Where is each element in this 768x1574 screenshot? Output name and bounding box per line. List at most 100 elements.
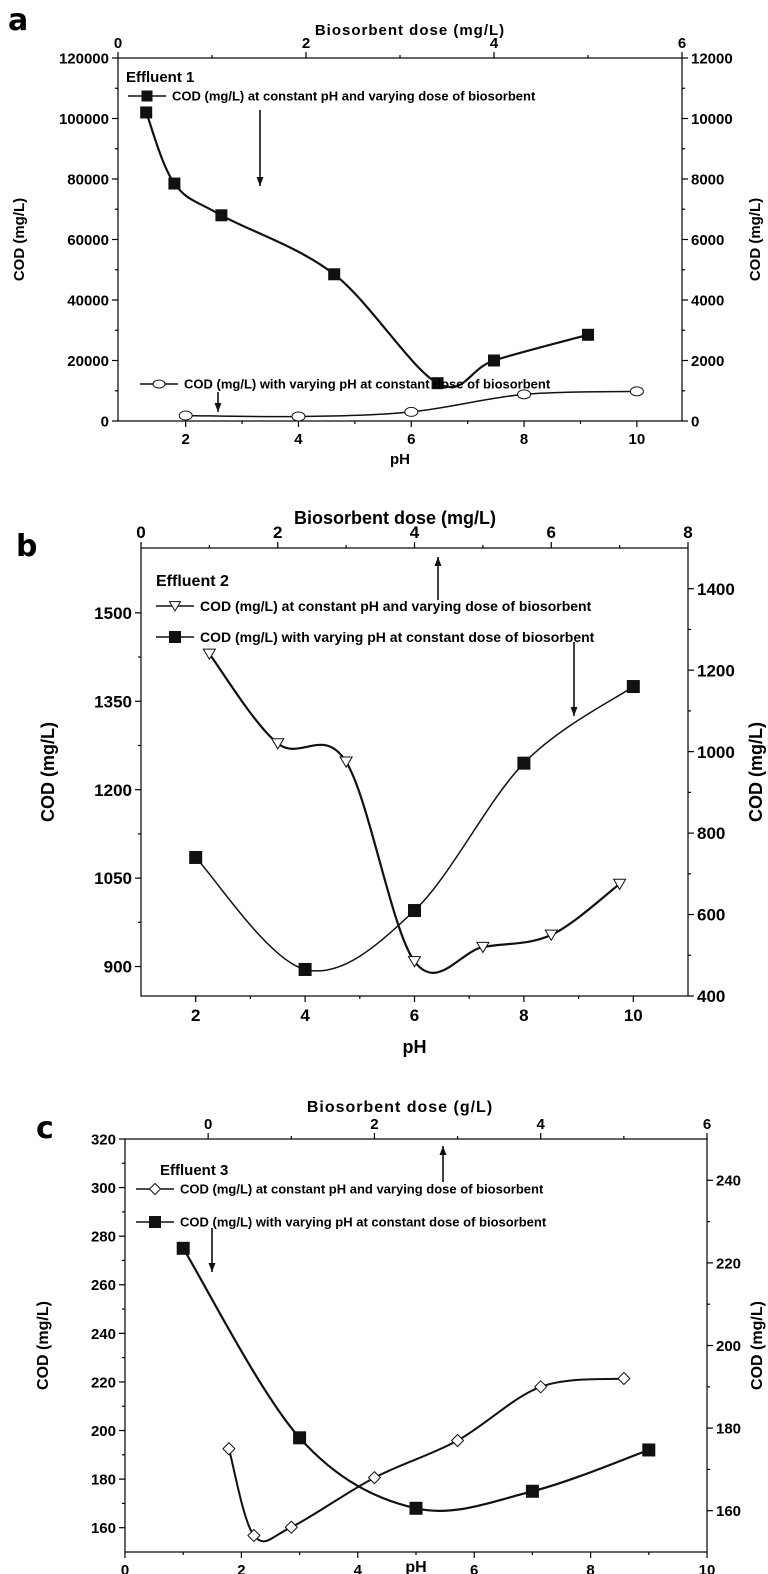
series-2-line — [195, 685, 634, 972]
legend-label: COD (mg/L) at constant pH and varying do… — [200, 598, 592, 614]
effluent-annotation: Effluent 3 — [160, 1162, 228, 1179]
bottom-axis-tick-label: 2 — [237, 1562, 245, 1574]
left-axis-tick-label: 40000 — [67, 292, 109, 309]
right-axis-tick-label: 4000 — [691, 292, 724, 309]
right-axis-tick-label: 0 — [691, 413, 699, 430]
plot-frame — [124, 1138, 708, 1553]
series-1-line — [227, 1377, 624, 1543]
left-axis-tick-label: 900 — [104, 958, 132, 977]
series-1-point — [367, 1470, 382, 1485]
series-1-point — [215, 209, 228, 222]
series-2-point — [517, 389, 532, 400]
bottom-axis-tick-label: 6 — [407, 431, 415, 448]
legend-label: COD (mg/L) at constant pH and varying do… — [172, 89, 536, 104]
series-1-point — [488, 354, 500, 367]
left-axis-tick-label: 160 — [91, 1520, 116, 1537]
left-axis-tick-label: 80000 — [67, 171, 109, 188]
bottom-axis-tick-label: 10 — [629, 431, 646, 448]
bottom-axis-tick-label: 2 — [182, 431, 190, 448]
bottom-axis-tick-label: 8 — [586, 1562, 594, 1574]
bottom-axis-tick-label: 6 — [470, 1562, 478, 1574]
series-2-point — [291, 411, 306, 422]
series-2-point — [293, 1431, 307, 1445]
legend-marker — [148, 1182, 162, 1196]
legend-label: COD (mg/L) with varying pH at constant d… — [184, 377, 551, 392]
right-axis-label: COD (mg/L) — [749, 1301, 766, 1390]
series-2-point — [404, 406, 419, 417]
left-axis-tick-label: 1200 — [94, 781, 132, 800]
left-axis-label: COD (mg/L) — [35, 1301, 52, 1390]
right-axis-label: COD (mg/L) — [747, 198, 764, 281]
left-axis-label: COD (mg/L) — [38, 722, 58, 822]
series-2-point — [178, 410, 193, 421]
effluent-annotation: Effluent 2 — [156, 573, 229, 590]
series-2-point — [408, 904, 421, 918]
top-axis-tick-label: 0 — [136, 523, 145, 542]
bottom-axis-label: pH — [390, 451, 410, 468]
right-axis-tick-label: 400 — [697, 987, 725, 1006]
legend-marker — [152, 379, 166, 389]
series-2-point — [176, 1241, 190, 1255]
right-axis-tick-label: 1200 — [697, 661, 735, 680]
series-1-point — [270, 738, 285, 750]
panel-c-letter: c — [36, 1111, 54, 1146]
series-1-point — [284, 1520, 298, 1534]
right-axis-tick-label: 1000 — [697, 743, 735, 762]
series-2-point — [642, 1443, 656, 1457]
series-1-point — [582, 328, 594, 341]
left-axis-tick-label: 0 — [101, 413, 109, 430]
left-axis-tick-label: 1500 — [94, 604, 132, 623]
series-1-point — [339, 756, 353, 769]
top-axis-tick-label: 4 — [490, 35, 499, 52]
top-axis-tick-label: 0 — [114, 35, 122, 52]
series-1-point — [168, 177, 181, 190]
top-axis-label: Biosorbent dose (mg/L) — [294, 508, 496, 528]
top-axis-tick-label: 8 — [683, 523, 692, 542]
series-1-point — [450, 1433, 465, 1448]
top-axis-tick-label: 6 — [547, 523, 556, 542]
series-1-point — [534, 1380, 548, 1394]
series-1-point — [328, 268, 341, 281]
series-2-point — [409, 1501, 423, 1515]
top-axis-tick-label: 2 — [302, 35, 310, 52]
top-axis-label: Biosorbent dose (g/L) — [307, 1099, 493, 1116]
bottom-axis-label: pH — [403, 1037, 427, 1057]
right-axis-label: COD (mg/L) — [746, 722, 766, 822]
right-axis-tick-label: 160 — [716, 1503, 741, 1520]
top-axis-tick-label: 2 — [370, 1116, 378, 1133]
left-axis-tick-label: 320 — [91, 1131, 116, 1148]
effluent-annotation: Effluent 1 — [126, 69, 194, 86]
arrow-head — [214, 403, 222, 412]
arrow-head — [434, 557, 442, 566]
right-axis-tick-label: 2000 — [691, 353, 724, 370]
panel-b-chart: b 2 4 6 8 10 pH 0 2 4 6 8 Biosorbent dose (mg/L) 900… — [16, 508, 766, 1057]
arrow-head — [439, 1146, 447, 1155]
series-1-point — [247, 1528, 261, 1543]
right-axis-tick-label: 600 — [697, 906, 725, 925]
series-2-point — [298, 962, 312, 976]
top-axis-tick-label: 2 — [273, 523, 282, 542]
left-axis-tick-label: 180 — [91, 1472, 116, 1489]
top-axis-tick-label: 6 — [703, 1116, 711, 1133]
right-axis-tick-label: 200 — [716, 1338, 741, 1355]
series-1-point — [476, 941, 490, 954]
right-axis-tick-label: 1400 — [697, 580, 735, 599]
arrow-head — [208, 1263, 216, 1272]
series-1-point — [222, 1442, 236, 1456]
series-1-point — [612, 878, 627, 891]
series-2-point — [629, 386, 644, 397]
left-axis-tick-label: 240 — [91, 1326, 116, 1343]
legend-label: COD (mg/L) at constant pH and varying do… — [180, 1182, 544, 1197]
left-axis-tick-label: 20000 — [67, 353, 109, 370]
bottom-axis-tick-label: 4 — [354, 1562, 363, 1574]
right-axis-tick-label: 220 — [716, 1255, 741, 1272]
panel-a-chart: a 2 4 6 8 10 pH 0 2 4 6 Biosorbent dose (mg/L) 0 200… — [8, 3, 764, 468]
series-2-point — [626, 680, 640, 694]
series-2-point — [189, 850, 203, 864]
bottom-axis-tick-label: 8 — [519, 1006, 528, 1025]
legend-label: COD (mg/L) with varying pH at constant d… — [200, 629, 595, 645]
arrow-head — [570, 707, 578, 716]
bottom-axis-tick-label: 4 — [294, 431, 303, 448]
plot-frame — [117, 57, 683, 422]
series-1-point — [202, 648, 217, 661]
